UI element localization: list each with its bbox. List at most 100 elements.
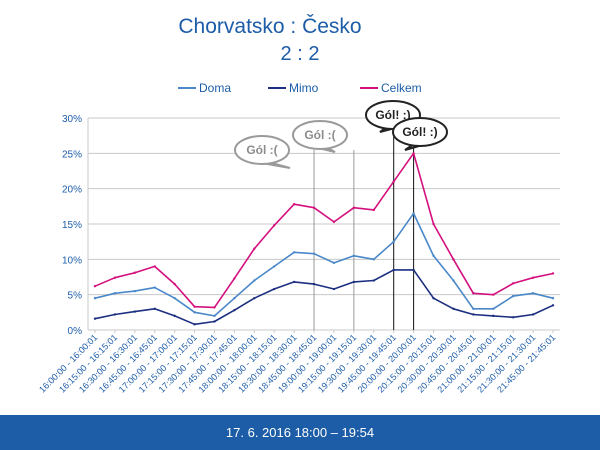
footer-bar — [0, 415, 600, 450]
data-point-doma — [292, 251, 296, 254]
callout-bubble — [392, 117, 448, 147]
data-point-mimo — [531, 313, 535, 316]
data-point-doma — [352, 254, 356, 257]
data-point-celkem — [233, 277, 236, 280]
chart-subtitle: 2 : 2 — [281, 43, 320, 65]
data-point-celkem — [511, 282, 515, 285]
data-point-mimo — [253, 297, 256, 300]
data-point-mimo — [412, 268, 415, 272]
data-point-mimo — [472, 313, 475, 316]
callout-label: Gól :( — [304, 128, 335, 142]
data-point-doma — [531, 292, 535, 295]
data-point-doma — [233, 297, 236, 300]
callout-label: Gól! :) — [375, 108, 410, 122]
data-point-mimo — [511, 316, 515, 319]
data-point-doma — [332, 261, 336, 265]
data-point-doma — [193, 311, 196, 314]
data-point-mimo — [93, 317, 97, 320]
data-point-mimo — [153, 307, 156, 310]
data-point-mimo — [492, 314, 495, 318]
data-point-mimo — [352, 280, 356, 284]
data-point-celkem — [273, 224, 276, 227]
data-point-celkem — [213, 306, 216, 309]
data-point-celkem — [93, 284, 97, 288]
y-tick-label: 30% — [62, 114, 82, 125]
data-point-doma — [273, 265, 276, 268]
data-point-celkem — [472, 292, 475, 295]
goal-callouts: Gól :( Gól :( Gól! :) Gól! :) — [234, 100, 448, 169]
data-point-doma — [392, 240, 395, 243]
data-point-celkem — [253, 247, 256, 250]
data-point-mimo — [392, 268, 395, 272]
y-tick-label: 10% — [62, 255, 82, 266]
data-point-celkem — [492, 293, 495, 296]
callout-label: Gól :( — [246, 143, 277, 157]
data-point-celkem — [551, 272, 555, 275]
data-point-doma — [452, 279, 455, 282]
y-tick-label: 0% — [68, 326, 83, 337]
data-point-celkem — [133, 271, 137, 274]
series-line-celkem — [94, 152, 554, 309]
data-point-celkem — [452, 258, 455, 261]
data-point-doma — [93, 297, 97, 300]
y-tick-label: 20% — [62, 185, 82, 196]
series-line-mimo — [94, 269, 554, 326]
data-point-doma — [412, 212, 415, 215]
data-point-celkem — [113, 276, 117, 279]
data-point-celkem — [173, 282, 176, 286]
callout-label: Gól! :) — [402, 125, 437, 139]
data-point-mimo — [452, 307, 455, 310]
data-point-doma — [133, 289, 137, 293]
data-point-mimo — [213, 320, 216, 323]
series-line-doma — [94, 212, 554, 317]
data-point-doma — [372, 258, 375, 261]
data-point-celkem — [412, 152, 415, 155]
data-point-celkem — [193, 305, 196, 308]
data-point-mimo — [233, 309, 236, 312]
data-point-doma — [312, 252, 316, 255]
footer-caption: 17. 6. 2016 18:00 – 19:54 — [225, 425, 375, 440]
goal-marker-lines — [313, 128, 415, 330]
data-point-mimo — [332, 287, 336, 291]
data-point-mimo — [193, 323, 196, 326]
data-point-doma — [153, 286, 156, 289]
data-point-mimo — [432, 297, 435, 300]
legend-label-mimo: Mimo — [289, 81, 319, 95]
data-point-doma — [432, 254, 435, 257]
data-point-mimo — [551, 304, 555, 307]
data-point-mimo — [113, 313, 117, 316]
data-point-mimo — [372, 279, 375, 282]
data-point-doma — [173, 297, 176, 300]
y-axis: 0% 5% 10% 15% 20% 25% 30% — [62, 114, 82, 337]
data-point-celkem — [332, 220, 336, 224]
y-tick-label: 15% — [62, 220, 82, 231]
data-point-doma — [113, 292, 117, 295]
data-point-doma — [213, 314, 216, 318]
data-point-mimo — [133, 310, 137, 313]
data-point-doma — [511, 294, 515, 298]
data-point-doma — [492, 307, 495, 310]
legend-label-doma: Doma — [199, 81, 231, 95]
y-tick-label: 25% — [62, 149, 82, 160]
data-point-celkem — [432, 222, 435, 226]
data-point-celkem — [352, 206, 356, 209]
data-point-mimo — [273, 287, 276, 291]
data-point-celkem — [531, 276, 535, 279]
data-point-mimo — [173, 314, 176, 318]
data-point-mimo — [312, 282, 316, 286]
data-point-mimo — [292, 280, 296, 284]
data-point-doma — [253, 279, 256, 282]
callout-bubble — [234, 135, 290, 165]
data-point-celkem — [153, 265, 156, 268]
callout-bubble — [292, 120, 348, 150]
data-point-doma — [472, 307, 475, 310]
line-chart: Chorvatsko : Česko 2 : 2 Doma Mimo Celkem … — [37, 15, 560, 395]
data-point-celkem — [292, 203, 296, 206]
y-tick-label: 5% — [68, 291, 83, 302]
data-point-celkem — [312, 206, 316, 209]
data-point-celkem — [372, 208, 375, 212]
chart-title: Chorvatsko : Česko — [178, 15, 361, 38]
plot-series — [93, 152, 555, 326]
data-point-doma — [551, 297, 555, 300]
